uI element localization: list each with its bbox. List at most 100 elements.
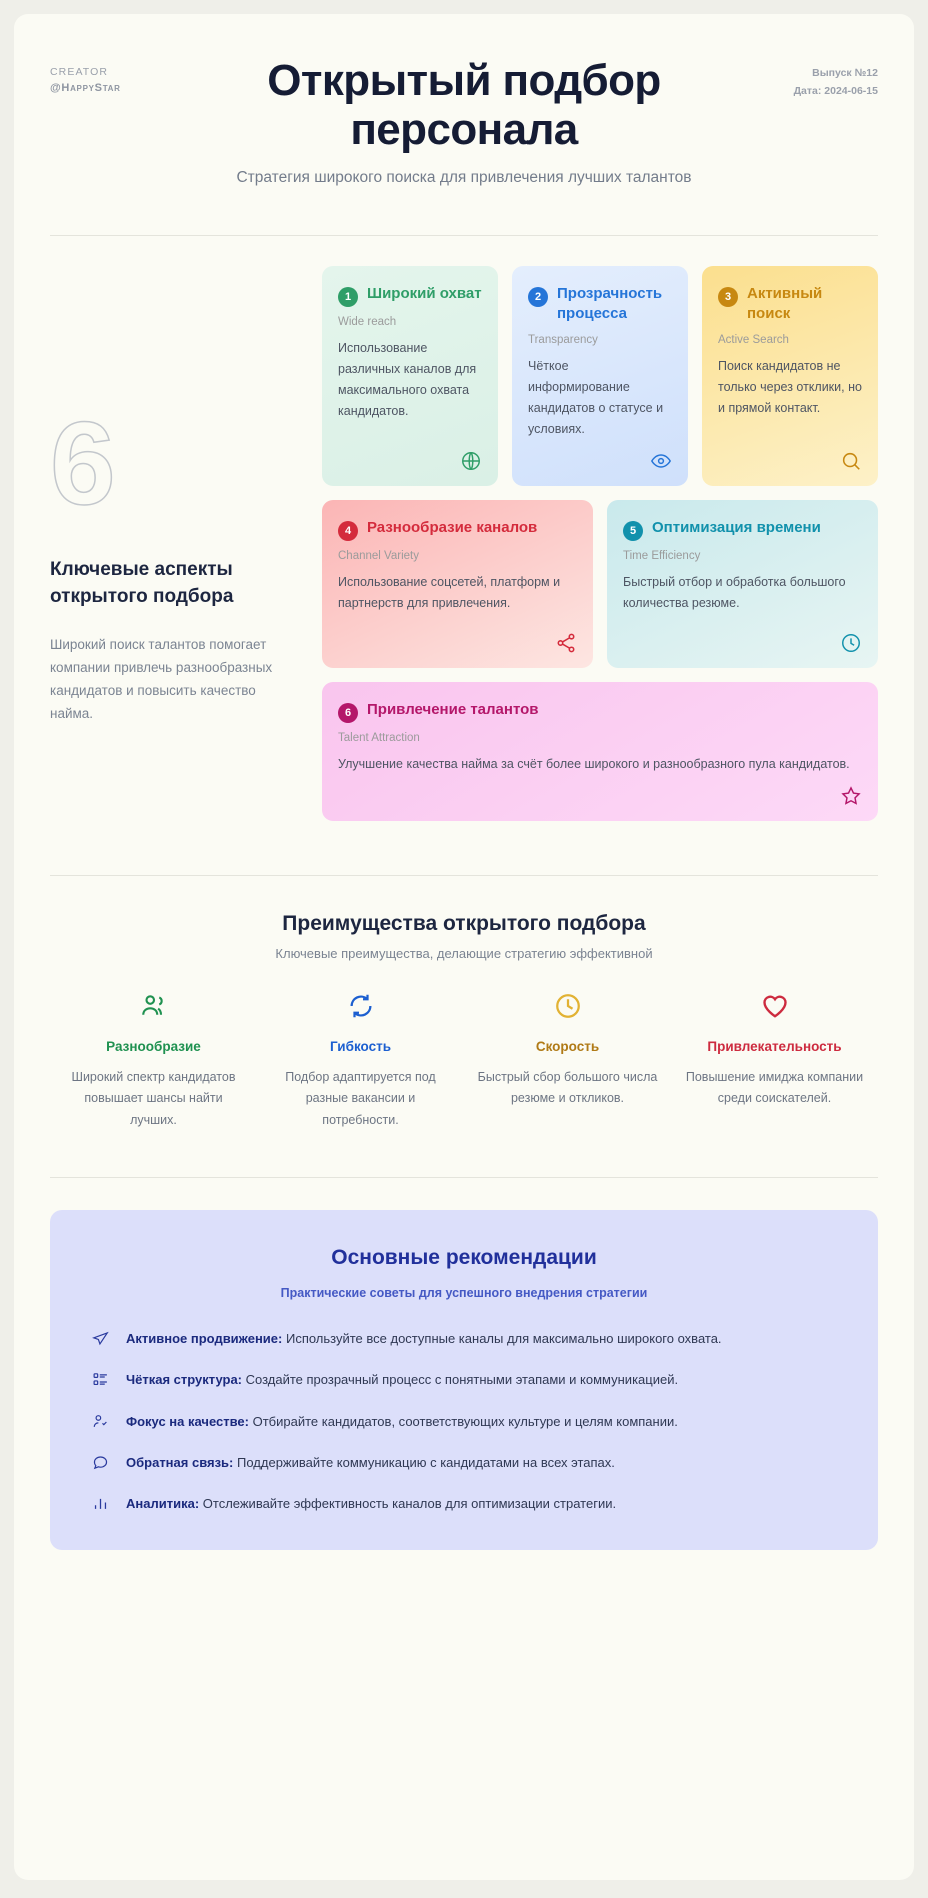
card-description: Чёткое информирование кандидатов о стату… bbox=[528, 358, 664, 436]
benefit-description: Широкий спектр кандидатов повышает шансы… bbox=[71, 1069, 236, 1127]
card-description: Использование соцсетей, платформ и партн… bbox=[338, 574, 561, 610]
recommendation-text: Чёткая структура: Создайте прозрачный пр… bbox=[126, 1369, 678, 1391]
eye-icon bbox=[650, 440, 672, 472]
aspects-heading: Ключевые аспекты открытого подбора bbox=[50, 558, 234, 607]
benefit-name: Скорость bbox=[535, 1038, 600, 1054]
creator-handle: @HappyStar bbox=[50, 82, 121, 95]
aspects-section: 6 Ключевые аспекты открытого подбора Шир… bbox=[14, 236, 914, 835]
aspect-card[interactable]: 6 Привлечение талантов Talent Attraction… bbox=[322, 681, 878, 821]
recommendation-text: Обратная связь: Поддерживайте коммуникац… bbox=[126, 1452, 615, 1474]
card-subtitle-en: Transparency bbox=[528, 333, 598, 346]
aspect-card[interactable]: 5 Оптимизация времени Time Efficiency Бы… bbox=[607, 499, 878, 668]
aspects-divider bbox=[50, 874, 878, 876]
aspects-description: Широкий поиск талантов помогает компании… bbox=[50, 636, 273, 722]
issue-number: Выпуск №12 bbox=[812, 67, 878, 79]
benefits-subtitle: Ключевые преимущества, делающие стратеги… bbox=[275, 945, 653, 961]
aspect-cards: 1 Широкий охват Wide reach Использование… bbox=[322, 266, 878, 835]
card-number-badge: 1 bbox=[338, 287, 358, 307]
recommendation-body: Отслеживайте эффективность каналов для о… bbox=[199, 1496, 617, 1512]
aspect-card[interactable]: 4 Разнообразие каналов Channel Variety И… bbox=[322, 499, 593, 668]
card-subtitle-en: Channel Variety bbox=[338, 549, 419, 562]
benefit-name: Гибкость bbox=[329, 1038, 392, 1054]
benefits-divider bbox=[50, 1177, 878, 1178]
benefits-section: Преимущества открытого подбора Ключевые … bbox=[14, 876, 914, 1132]
card-description: Поиск кандидатов не только через отклики… bbox=[718, 358, 862, 415]
header: CREATOR @HappyStar Выпуск №12 Дата: 2024… bbox=[14, 14, 914, 213]
search-icon bbox=[840, 440, 862, 472]
aspect-count: 6 bbox=[49, 398, 116, 530]
recommendation-body: Отбирайте кандидатов, соответствующих ку… bbox=[248, 1413, 678, 1429]
creator-label: CREATOR bbox=[50, 66, 109, 78]
star-icon bbox=[840, 775, 862, 807]
card-row-3: 6 Привлечение талантов Talent Attraction… bbox=[322, 681, 878, 821]
benefit-name: Привлекательность bbox=[707, 1038, 842, 1054]
recommendation-label: Фокус на качестве: bbox=[126, 1413, 249, 1429]
share-icon bbox=[555, 622, 577, 654]
recommendation-label: Активное продвижение: bbox=[126, 1331, 283, 1346]
card-title: Оптимизация времени bbox=[652, 518, 821, 536]
card-description: Использование различных каналов для макс… bbox=[338, 341, 477, 418]
recommendation-text: Фокус на качестве: Отбирайте кандидатов,… bbox=[126, 1411, 678, 1433]
recommendations-list: Активное продвижение: Используйте все до… bbox=[88, 1328, 840, 1516]
recommendations-title: Основные рекомендации bbox=[331, 1246, 597, 1269]
globe-icon bbox=[460, 440, 482, 472]
card-row-1: 1 Широкий охват Wide reach Использование… bbox=[322, 266, 878, 486]
recommendation-text: Аналитика: Отслеживайте эффективность ка… bbox=[126, 1493, 616, 1515]
list-item: Чёткая структура: Создайте прозрачный пр… bbox=[88, 1369, 840, 1391]
creator-block: CREATOR @HappyStar bbox=[50, 64, 121, 97]
card-title: Привлечение талантов bbox=[367, 700, 539, 718]
aspect-card[interactable]: 2 Прозрачность процесса Transparency Чёт… bbox=[512, 266, 688, 486]
recommendation-label: Аналитика: bbox=[126, 1496, 200, 1512]
chat-icon bbox=[92, 1452, 112, 1474]
card-description: Быстрый отбор и обработка большого колич… bbox=[623, 574, 846, 610]
list-item: Активное продвижение: Используйте все до… bbox=[88, 1328, 840, 1350]
card-header: 5 Оптимизация времени bbox=[623, 518, 862, 541]
user-check-icon bbox=[92, 1411, 112, 1433]
list-icon bbox=[92, 1369, 112, 1391]
benefit-item: Разнообразие Широкий спектр кандидатов п… bbox=[50, 991, 257, 1132]
benefits-title: Преимущества открытого подбора bbox=[282, 911, 646, 935]
card-number-badge: 3 bbox=[718, 287, 738, 307]
recommendation-text: Активное продвижение: Используйте все до… bbox=[126, 1328, 722, 1350]
people-icon bbox=[62, 991, 245, 1025]
card-subtitle-en: Active Search bbox=[718, 333, 789, 346]
card-title: Активный поиск bbox=[747, 285, 823, 323]
page-title: Открытый подбор персонала bbox=[267, 56, 661, 155]
card-title: Прозрачность процесса bbox=[557, 285, 663, 323]
benefit-description: Подбор адаптируется под разные вакансии … bbox=[285, 1069, 436, 1127]
aspect-card[interactable]: 3 Активный поиск Active Search Поиск кан… bbox=[702, 266, 878, 486]
recommendation-label: Обратная связь: bbox=[126, 1455, 234, 1471]
refresh-icon bbox=[269, 991, 452, 1025]
card-number-badge: 2 bbox=[528, 287, 548, 307]
aspects-lead: 6 Ключевые аспекты открытого подбора Шир… bbox=[49, 266, 300, 835]
benefits-grid: Разнообразие Широкий спектр кандидатов п… bbox=[50, 991, 878, 1132]
card-title: Широкий охват bbox=[367, 285, 482, 302]
benefit-item: Гибкость Подбор адаптируется под разные … bbox=[257, 991, 464, 1132]
card-header: 6 Привлечение талантов bbox=[338, 700, 862, 723]
page-subtitle: Стратегия широкого поиска для привлечени… bbox=[236, 168, 692, 186]
list-item: Обратная связь: Поддерживайте коммуникац… bbox=[88, 1452, 840, 1474]
card-subtitle-en: Wide reach bbox=[338, 316, 397, 328]
card-row-2: 4 Разнообразие каналов Channel Variety И… bbox=[322, 499, 878, 668]
infographic-sheet: CREATOR @HappyStar Выпуск №12 Дата: 2024… bbox=[14, 14, 914, 1880]
card-number-badge: 4 bbox=[338, 520, 358, 541]
recommendation-body: Поддерживайте коммуникацию с кандидатами… bbox=[233, 1455, 615, 1471]
recommendation-body: Используйте все доступные каналы для мак… bbox=[282, 1331, 722, 1346]
benefit-description: Повышение имиджа компании среди соискате… bbox=[685, 1069, 864, 1106]
clock-icon bbox=[840, 622, 862, 654]
card-number-badge: 5 bbox=[623, 520, 643, 541]
benefit-name: Разнообразие bbox=[106, 1038, 201, 1054]
card-description: Улучшение качества найма за счёт более ш… bbox=[338, 756, 850, 771]
card-header: 1 Широкий охват bbox=[338, 284, 482, 307]
card-header: 2 Прозрачность процесса bbox=[528, 284, 672, 325]
card-subtitle-en: Time Efficiency bbox=[623, 549, 701, 562]
issue-block: Выпуск №12 Дата: 2024-06-15 bbox=[794, 64, 878, 101]
benefit-description: Быстрый сбор большого числа резюме и отк… bbox=[477, 1069, 658, 1106]
aspect-card[interactable]: 1 Широкий охват Wide reach Использование… bbox=[322, 266, 498, 486]
header-divider bbox=[50, 235, 878, 236]
recommendation-label: Чёткая структура: bbox=[126, 1372, 243, 1388]
clock-icon bbox=[476, 991, 659, 1025]
benefit-item: Привлекательность Повышение имиджа компа… bbox=[671, 991, 878, 1132]
card-header: 4 Разнообразие каналов bbox=[338, 518, 577, 541]
